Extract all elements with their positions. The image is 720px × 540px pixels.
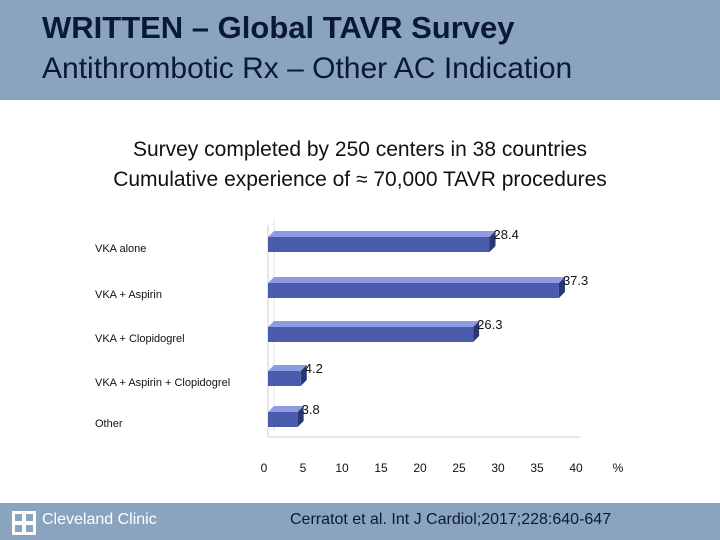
x-tick-label: 15 [374, 461, 388, 475]
slide-title: WRITTEN – Global TAVR Survey [42, 10, 515, 45]
bar [268, 237, 490, 252]
bar [268, 283, 559, 298]
data-label: 4.2 [305, 361, 323, 376]
category-label: VKA + Aspirin [95, 289, 162, 301]
bar-top-face [268, 277, 565, 283]
intro-line-2: Cumulative experience of ≈ 70,000 TAVR p… [113, 168, 607, 191]
category-label: Other [95, 418, 123, 430]
x-tick-label: 20 [413, 461, 427, 475]
bar-top-face [268, 406, 304, 412]
x-tick-label: 40 [569, 461, 583, 475]
data-label: 37.3 [563, 273, 588, 288]
category-label: VKA alone [95, 243, 146, 255]
intro-line-1: Survey completed by 250 centers in 38 co… [132, 138, 588, 161]
x-tick-label: 30 [491, 461, 505, 475]
x-tick-label: 25 [452, 461, 466, 475]
citation: Cerratot et al. Int J Cardiol;2017;228:6… [290, 511, 612, 528]
data-label: 26.3 [477, 317, 502, 332]
data-label: 3.8 [302, 402, 320, 417]
bar-side-face [489, 231, 496, 252]
logo-text: Cleveland Clinic [42, 511, 157, 528]
bar-top-face [268, 231, 496, 237]
footer-bar: Cleveland Clinic Cerratot et al. Int J C… [0, 503, 720, 540]
category-label: VKA + Aspirin + Clopidogrel [95, 377, 230, 389]
x-tick-label: 0 [261, 461, 268, 475]
x-tick-label: 10 [335, 461, 349, 475]
bar-top-face [268, 365, 307, 371]
bar-top-face [268, 321, 480, 327]
category-label: VKA + Clopidogrel [95, 333, 185, 345]
bar [268, 371, 301, 386]
bar-side-face [473, 321, 480, 342]
x-unit-label: % [613, 461, 624, 475]
x-tick-label: 35 [530, 461, 544, 475]
x-tick-label: 5 [300, 461, 307, 475]
bar [268, 412, 298, 427]
bar-chart: 28.4 VKA alone 37.3 VKA + Aspirin 26.3 VKA + … [95, 219, 624, 475]
bar [268, 327, 474, 342]
slide-subtitle: Antithrombotic Rx – Other AC Indication [42, 52, 573, 85]
cleveland-clinic-logo-icon [12, 511, 36, 535]
bar-side-face [558, 277, 565, 298]
bar-side-face [300, 365, 307, 386]
data-label: 28.4 [494, 227, 519, 242]
header-bar: WRITTEN – Global TAVR Survey Antithrombo… [0, 0, 720, 100]
bar-side-face [297, 406, 304, 427]
